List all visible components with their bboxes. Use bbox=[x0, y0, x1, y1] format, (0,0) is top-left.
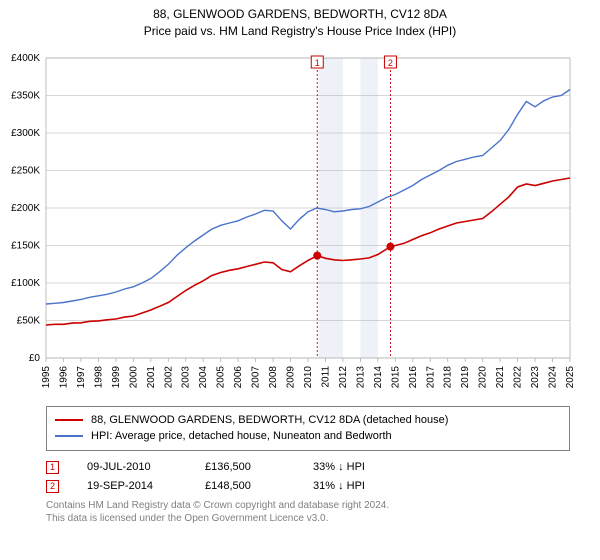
sale-marker: 1 bbox=[46, 461, 59, 474]
svg-text:1996: 1996 bbox=[58, 365, 69, 388]
svg-text:1: 1 bbox=[315, 58, 320, 68]
svg-text:2007: 2007 bbox=[251, 365, 262, 388]
legend-swatch bbox=[55, 419, 83, 421]
svg-text:1999: 1999 bbox=[111, 365, 122, 388]
svg-text:£200K: £200K bbox=[11, 203, 40, 214]
legend-label: HPI: Average price, detached house, Nune… bbox=[91, 428, 392, 445]
svg-text:2003: 2003 bbox=[181, 365, 192, 388]
svg-text:2013: 2013 bbox=[355, 365, 366, 388]
svg-text:2006: 2006 bbox=[233, 365, 244, 388]
svg-text:2: 2 bbox=[388, 58, 393, 68]
footer-line1: Contains HM Land Registry data © Crown c… bbox=[46, 499, 570, 513]
sale-marker: 2 bbox=[46, 480, 59, 493]
legend-row: HPI: Average price, detached house, Nune… bbox=[55, 428, 561, 445]
svg-text:2018: 2018 bbox=[443, 365, 454, 388]
svg-text:2004: 2004 bbox=[198, 365, 209, 388]
chart-title-line2: Price paid vs. HM Land Registry's House … bbox=[0, 23, 600, 40]
svg-text:£400K: £400K bbox=[11, 53, 40, 64]
svg-text:1995: 1995 bbox=[41, 365, 52, 388]
svg-text:2002: 2002 bbox=[163, 365, 174, 388]
svg-text:2014: 2014 bbox=[373, 365, 384, 388]
svg-text:2008: 2008 bbox=[268, 365, 279, 388]
svg-text:2011: 2011 bbox=[320, 365, 331, 387]
series-property bbox=[46, 178, 570, 325]
sale-delta: 31% ↓ HPI bbox=[313, 480, 365, 492]
sale-price: £136,500 bbox=[205, 461, 285, 473]
legend-row: 88, GLENWOOD GARDENS, BEDWORTH, CV12 8DA… bbox=[55, 412, 561, 429]
sale-row: 1 09-JUL-2010 £136,500 33% ↓ HPI bbox=[46, 461, 570, 474]
svg-text:2023: 2023 bbox=[530, 365, 541, 388]
sale-date: 09-JUL-2010 bbox=[87, 461, 177, 473]
svg-text:2005: 2005 bbox=[216, 365, 227, 388]
svg-text:2015: 2015 bbox=[390, 365, 401, 388]
svg-text:2019: 2019 bbox=[460, 365, 471, 388]
svg-text:£250K: £250K bbox=[11, 165, 40, 176]
svg-text:2017: 2017 bbox=[425, 365, 436, 388]
legend: 88, GLENWOOD GARDENS, BEDWORTH, CV12 8DA… bbox=[46, 406, 570, 451]
legend-label: 88, GLENWOOD GARDENS, BEDWORTH, CV12 8DA… bbox=[91, 412, 448, 429]
legend-swatch bbox=[55, 435, 83, 437]
svg-text:2022: 2022 bbox=[513, 365, 524, 388]
svg-text:2009: 2009 bbox=[286, 365, 297, 388]
svg-text:£150K: £150K bbox=[11, 240, 40, 251]
svg-text:2021: 2021 bbox=[495, 365, 506, 388]
svg-text:£300K: £300K bbox=[11, 128, 40, 139]
svg-text:£350K: £350K bbox=[11, 90, 40, 101]
svg-text:2025: 2025 bbox=[565, 365, 576, 388]
svg-text:2010: 2010 bbox=[303, 365, 314, 388]
svg-text:2012: 2012 bbox=[338, 365, 349, 388]
sale-price: £148,500 bbox=[205, 480, 285, 492]
svg-text:2000: 2000 bbox=[128, 365, 139, 388]
svg-text:£0: £0 bbox=[29, 353, 41, 364]
svg-text:1998: 1998 bbox=[93, 365, 104, 388]
sale-delta: 33% ↓ HPI bbox=[313, 461, 365, 473]
svg-text:2024: 2024 bbox=[548, 365, 559, 388]
sale-date: 19-SEP-2014 bbox=[87, 480, 177, 492]
svg-text:2020: 2020 bbox=[478, 365, 489, 388]
sales-table: 1 09-JUL-2010 £136,500 33% ↓ HPI 2 19-SEP-201… bbox=[46, 461, 570, 493]
price-chart: £0 £50K £100K £150K £200K £250K £300K £350K £400… bbox=[0, 48, 600, 398]
footer-line2: This data is licensed under the Open Gov… bbox=[46, 512, 570, 526]
series-hpi bbox=[46, 89, 570, 304]
svg-text:2001: 2001 bbox=[146, 365, 157, 388]
svg-text:£100K: £100K bbox=[11, 278, 40, 289]
svg-text:1997: 1997 bbox=[76, 365, 87, 388]
sale-row: 2 19-SEP-2014 £148,500 31% ↓ HPI bbox=[46, 480, 570, 493]
svg-text:£50K: £50K bbox=[17, 315, 41, 326]
chart-title-line1: 88, GLENWOOD GARDENS, BEDWORTH, CV12 8DA bbox=[0, 6, 600, 23]
svg-text:2016: 2016 bbox=[408, 365, 419, 388]
